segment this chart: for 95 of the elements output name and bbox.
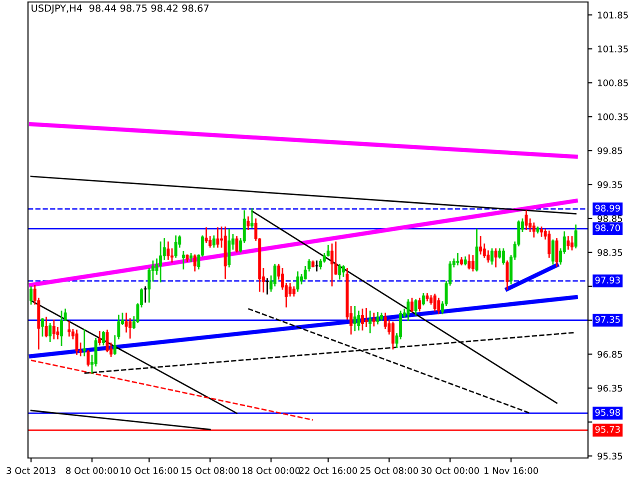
candlestick xyxy=(506,260,509,290)
ref-line-label: 95.98 xyxy=(595,409,620,416)
candlestick xyxy=(502,248,505,265)
candlestick xyxy=(364,308,368,328)
candlestick xyxy=(159,242,162,282)
candlestick xyxy=(228,228,231,268)
candlestick xyxy=(330,244,334,286)
candlestick xyxy=(75,330,78,355)
candlestick xyxy=(48,322,52,342)
candlestick xyxy=(30,286,33,305)
candlestick xyxy=(98,331,102,346)
y-tick-label: 96.85 xyxy=(598,350,622,358)
ref-line-label: 97.35 xyxy=(595,316,620,323)
candlestick xyxy=(475,228,478,272)
candlestick xyxy=(246,216,250,230)
y-tick-label: 101.35 xyxy=(598,46,628,52)
ref-line-label: 98.70 xyxy=(595,224,620,232)
candlestick xyxy=(235,236,238,252)
candlestick xyxy=(144,286,147,303)
y-tick-label: 100.35 xyxy=(598,113,628,120)
candlestick xyxy=(124,312,128,332)
candlestick xyxy=(524,210,528,230)
candlestick xyxy=(570,236,574,250)
candlestick xyxy=(182,251,185,270)
candlestick xyxy=(574,224,578,248)
ref-line-label: 97.93 xyxy=(595,276,620,284)
candlestick xyxy=(437,298,440,314)
candlestick xyxy=(479,236,482,254)
y-tick-label: 99.85 xyxy=(598,147,622,154)
x-tick-label: 22 Oct 16:00 xyxy=(299,467,358,474)
candlestick xyxy=(471,255,474,272)
candlestick xyxy=(296,271,300,292)
candlestick xyxy=(106,330,109,352)
candlestick xyxy=(216,227,220,248)
x-tick-label: 25 Oct 08:00 xyxy=(360,467,418,474)
candlestick xyxy=(334,242,338,275)
candlestick xyxy=(102,331,105,346)
candlestick xyxy=(456,253,460,266)
y-tick-label: 101.85 xyxy=(598,12,628,18)
candlestick xyxy=(551,239,554,265)
candlestick xyxy=(342,265,345,277)
candlestick xyxy=(44,316,48,338)
candlestick xyxy=(166,242,170,260)
candlestick xyxy=(148,268,151,303)
candlestick xyxy=(338,264,342,280)
candlestick xyxy=(368,310,372,334)
candlestick xyxy=(532,222,536,238)
candlestick xyxy=(288,282,292,297)
candlestick xyxy=(360,308,364,330)
y-tick-label: 98.85 xyxy=(598,215,622,222)
candlestick xyxy=(68,320,71,337)
candlestick xyxy=(490,248,494,265)
candlestick xyxy=(555,238,558,267)
candlestick xyxy=(94,338,98,366)
x-tick-label: 1 Nov 16:00 xyxy=(484,467,538,474)
x-tick-label: 18 Oct 00:00 xyxy=(242,467,300,474)
ref-line-label: 95.73 xyxy=(595,426,620,433)
y-tick-label: 100.85 xyxy=(598,79,628,86)
candlestick xyxy=(433,294,436,312)
candlestick xyxy=(86,350,90,366)
x-tick-label: 30 Oct 00:00 xyxy=(421,467,479,474)
x-tick-label: 15 Oct 08:00 xyxy=(182,467,239,474)
candlestick xyxy=(548,230,551,258)
candlestick xyxy=(52,320,56,340)
candlestick xyxy=(273,264,276,286)
candlestick xyxy=(60,310,64,346)
ref-line-label: 98.99 xyxy=(595,204,620,212)
candlestick xyxy=(353,306,356,332)
candlestick xyxy=(250,208,254,228)
candlestick xyxy=(315,260,318,272)
x-tick-label: 10 Oct 16:00 xyxy=(120,467,178,474)
candlestick xyxy=(82,329,86,356)
candlestick xyxy=(406,299,410,321)
y-tick-label: 99.35 xyxy=(598,181,622,188)
candlestick xyxy=(212,235,216,248)
y-tick-label: 98.35 xyxy=(598,249,622,256)
y-tick-label: 96.35 xyxy=(598,384,622,392)
candlestick xyxy=(414,299,418,316)
candlestick xyxy=(494,248,498,268)
candlestick xyxy=(566,236,570,250)
candlestick xyxy=(376,312,380,324)
candlestick xyxy=(468,254,471,270)
candlestick xyxy=(40,318,44,337)
candlestick xyxy=(410,298,414,312)
candlestick xyxy=(418,298,422,312)
x-tick-label: 3 Oct 2013 xyxy=(6,467,56,474)
candlestick xyxy=(193,254,196,272)
y-tick-label: 95.35 xyxy=(598,452,622,460)
candlestick xyxy=(422,293,425,306)
x-tick-label: 8 Oct 00:00 xyxy=(66,467,118,474)
candlestick xyxy=(174,235,178,258)
candlestick xyxy=(391,322,394,350)
candlestick xyxy=(372,312,376,326)
candlestick xyxy=(266,278,269,294)
chart-title: USDJPY,H4 98.44 98.75 98.42 98.67 xyxy=(32,4,209,14)
